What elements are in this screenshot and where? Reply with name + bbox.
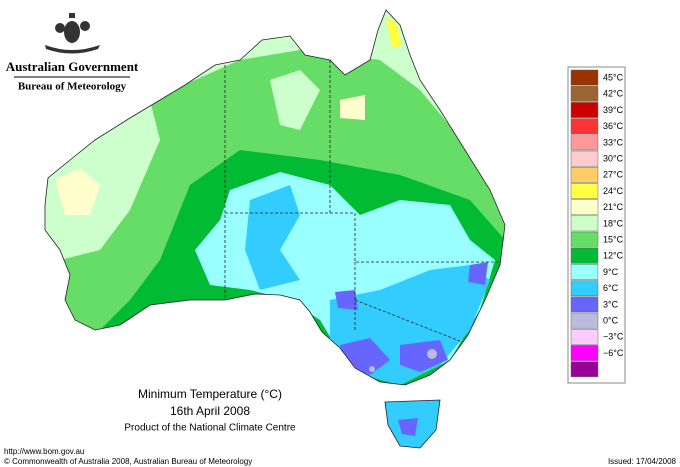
legend-label: 3°C <box>603 299 619 309</box>
footer-copyright: © Commonwealth of Australia 2008, Austra… <box>4 457 252 466</box>
legend-swatch <box>570 215 599 232</box>
legend-label: 15°C <box>603 234 624 244</box>
legend-swatch <box>570 166 599 183</box>
legend-label: −6°C <box>603 348 624 358</box>
footer-url: http://www.bom.gov.au <box>4 447 84 456</box>
legend-swatch <box>570 264 599 280</box>
legend-swatch <box>570 102 599 118</box>
legend-swatch <box>570 118 599 135</box>
footer-issued: Issued: 17/04/2008 <box>608 457 677 466</box>
legend-label: 12°C <box>603 251 624 261</box>
legend-label: 30°C <box>603 153 624 163</box>
legend-swatch <box>570 85 599 102</box>
map-product: Product of the National Climate Centre <box>124 423 296 434</box>
legend-swatch <box>570 150 599 167</box>
legend-label: 33°C <box>603 137 624 147</box>
legend-label: 0°C <box>603 315 619 325</box>
legend-swatch <box>570 280 599 297</box>
legend-label: 9°C <box>603 267 619 277</box>
legend-swatch <box>570 296 599 313</box>
government-name: Australian Government <box>6 59 139 74</box>
crest <box>45 13 100 54</box>
legend-label: 42°C <box>603 89 624 99</box>
legend-swatch <box>570 69 599 86</box>
legend-swatch <box>570 247 599 264</box>
legend-swatch <box>570 231 599 248</box>
legend-swatch <box>570 328 599 345</box>
legend-label: 24°C <box>603 186 624 196</box>
map-title: Minimum Temperature (°C) <box>138 387 282 401</box>
legend-label: 27°C <box>603 170 624 180</box>
legend-swatch <box>570 183 599 199</box>
legend-swatch <box>570 312 599 329</box>
tasmania-cold-region <box>398 418 418 436</box>
legend-swatch <box>570 134 599 151</box>
legend-swatch <box>570 345 599 361</box>
legend-label: −3°C <box>603 332 624 342</box>
map-date: 16th April 2008 <box>170 404 250 418</box>
legend-label: 18°C <box>603 218 624 228</box>
legend-label: 36°C <box>603 121 624 131</box>
legend-label: 6°C <box>603 283 619 293</box>
legend-swatch <box>570 199 599 216</box>
legend: 45°C 42°C 39°C 36°C 33°C 30°C 27°C 24°C 21°C 18°C… <box>570 69 624 378</box>
agency-name: Bureau of Meteorology <box>18 81 127 93</box>
legend-swatch <box>570 361 599 378</box>
legend-label: 45°C <box>603 72 624 82</box>
legend-label: 39°C <box>603 105 624 115</box>
legend-label: 21°C <box>603 202 624 212</box>
